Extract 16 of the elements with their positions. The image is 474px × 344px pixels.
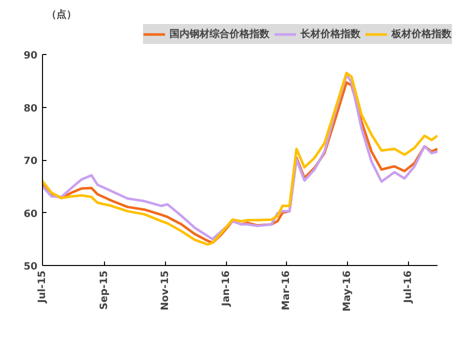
x-tick-label: Mar-16 bbox=[281, 270, 292, 310]
x-tick-label: Jul-15 bbox=[37, 270, 48, 304]
x-tick-label: Nov-15 bbox=[160, 270, 171, 310]
x-tick-label: May-16 bbox=[342, 270, 353, 312]
y-tick-label: 60 bbox=[24, 208, 38, 220]
y-tick-label: 80 bbox=[24, 103, 38, 114]
legend-label: 国内钢材综合价格指数 bbox=[170, 28, 270, 41]
x-tick-label: Sep-15 bbox=[99, 270, 110, 310]
legend-label: 长材价格指数 bbox=[300, 28, 361, 41]
y-tick-label: 50 bbox=[24, 262, 38, 272]
x-tick-label: Jan-16 bbox=[221, 270, 232, 308]
y-tick-label: 70 bbox=[24, 156, 38, 167]
x-tick-label: Jul-16 bbox=[403, 270, 414, 304]
y-tick-label: 90 bbox=[24, 50, 38, 62]
legend-label: 板材价格指数 bbox=[392, 28, 452, 41]
y-axis-title: （点） bbox=[46, 8, 76, 20]
